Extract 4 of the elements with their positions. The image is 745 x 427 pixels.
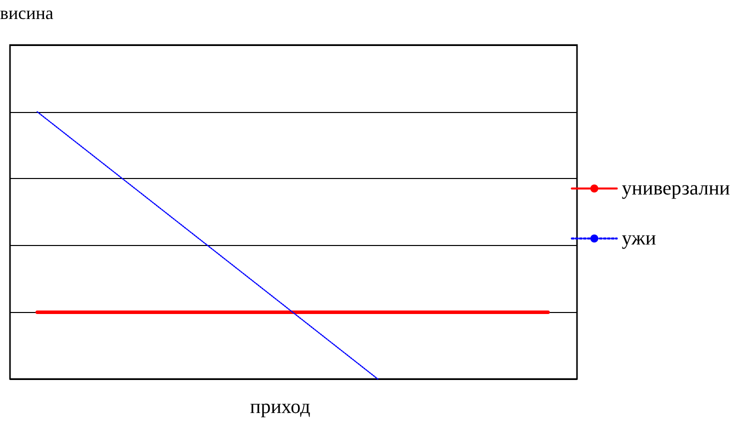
legend-label: универзални (622, 178, 730, 200)
y-axis-title: висина (0, 3, 54, 23)
legend-label: ужи (622, 228, 656, 250)
x-axis-title: приход (250, 396, 310, 418)
